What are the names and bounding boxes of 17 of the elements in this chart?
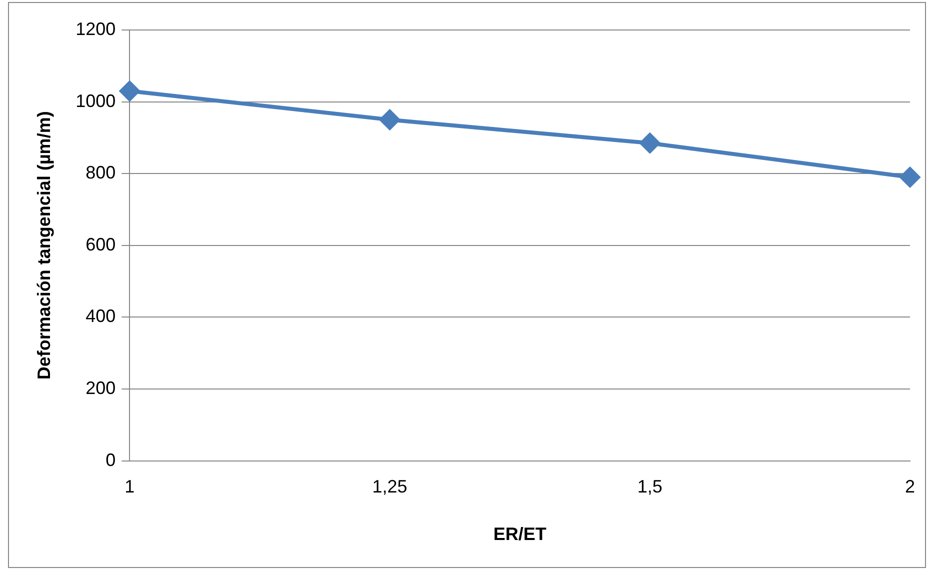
x-tick-label: 1,5 bbox=[637, 476, 662, 497]
y-tick-label: 800 bbox=[86, 162, 116, 183]
point bbox=[900, 167, 920, 188]
point bbox=[120, 81, 140, 102]
y-tick-label: 200 bbox=[86, 378, 116, 398]
x-tick-label: 2 bbox=[904, 476, 916, 497]
y-axis-title: Deformación tangencial (µm/m) bbox=[34, 111, 54, 380]
point bbox=[640, 133, 660, 154]
y-tick-label: 1000 bbox=[76, 90, 116, 111]
y-tick-label: 1200 bbox=[76, 18, 116, 39]
x-tick-label: 1,25 bbox=[372, 476, 408, 497]
y-tick-label: 0 bbox=[106, 450, 116, 470]
y-tick-label: 600 bbox=[86, 234, 116, 254]
x-tick-label: 1 bbox=[124, 476, 135, 497]
y-tick-label: 400 bbox=[86, 306, 116, 326]
point bbox=[380, 110, 400, 130]
x-axis-title: ER/ET bbox=[493, 524, 546, 544]
